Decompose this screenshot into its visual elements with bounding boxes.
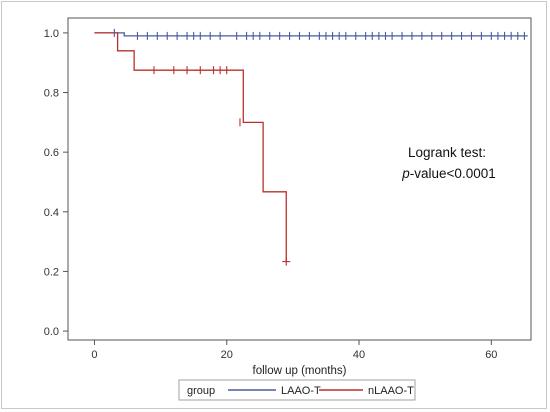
legend: group LAAO-T nLAAO-T xyxy=(178,379,416,401)
legend-label-laao-t: LAAO-T xyxy=(281,385,321,397)
y-tick-label: 1.0 xyxy=(44,28,59,40)
y-tick-label: 0.6 xyxy=(44,147,59,159)
y-tick-label: 0.2 xyxy=(44,266,59,278)
legend-title: group xyxy=(187,385,215,397)
ticks: 0 20 40 60 0.0 0.2 0.4 0.6 0.8 1.0 xyxy=(44,28,498,361)
legend-label-nlaao-t: nLAAO-T xyxy=(368,385,414,397)
x-tick-label: 40 xyxy=(353,349,365,361)
logrank-annotation-line2: p-value<0.0001 xyxy=(401,166,495,181)
logrank-annotation-line1: Logrank test: xyxy=(408,145,486,160)
y-tick-label: 0.0 xyxy=(44,326,59,338)
series-line-laao-t xyxy=(94,32,528,37)
x-axis-title: follow up (months) xyxy=(253,365,347,377)
axes xyxy=(67,17,532,341)
x-tick-label: 20 xyxy=(221,349,233,361)
legend-box xyxy=(178,379,416,401)
series-line-nlaao-t xyxy=(94,32,287,262)
y-tick-label: 0.4 xyxy=(44,207,59,219)
p-italic: p xyxy=(401,166,410,181)
censor-marks xyxy=(113,28,525,266)
x-tick-label: 60 xyxy=(485,349,497,361)
x-tick-label: 0 xyxy=(91,349,97,361)
y-tick-label: 0.8 xyxy=(44,88,59,100)
p-value-text: -value<0.0001 xyxy=(410,166,496,181)
plot-area-border xyxy=(67,17,532,341)
